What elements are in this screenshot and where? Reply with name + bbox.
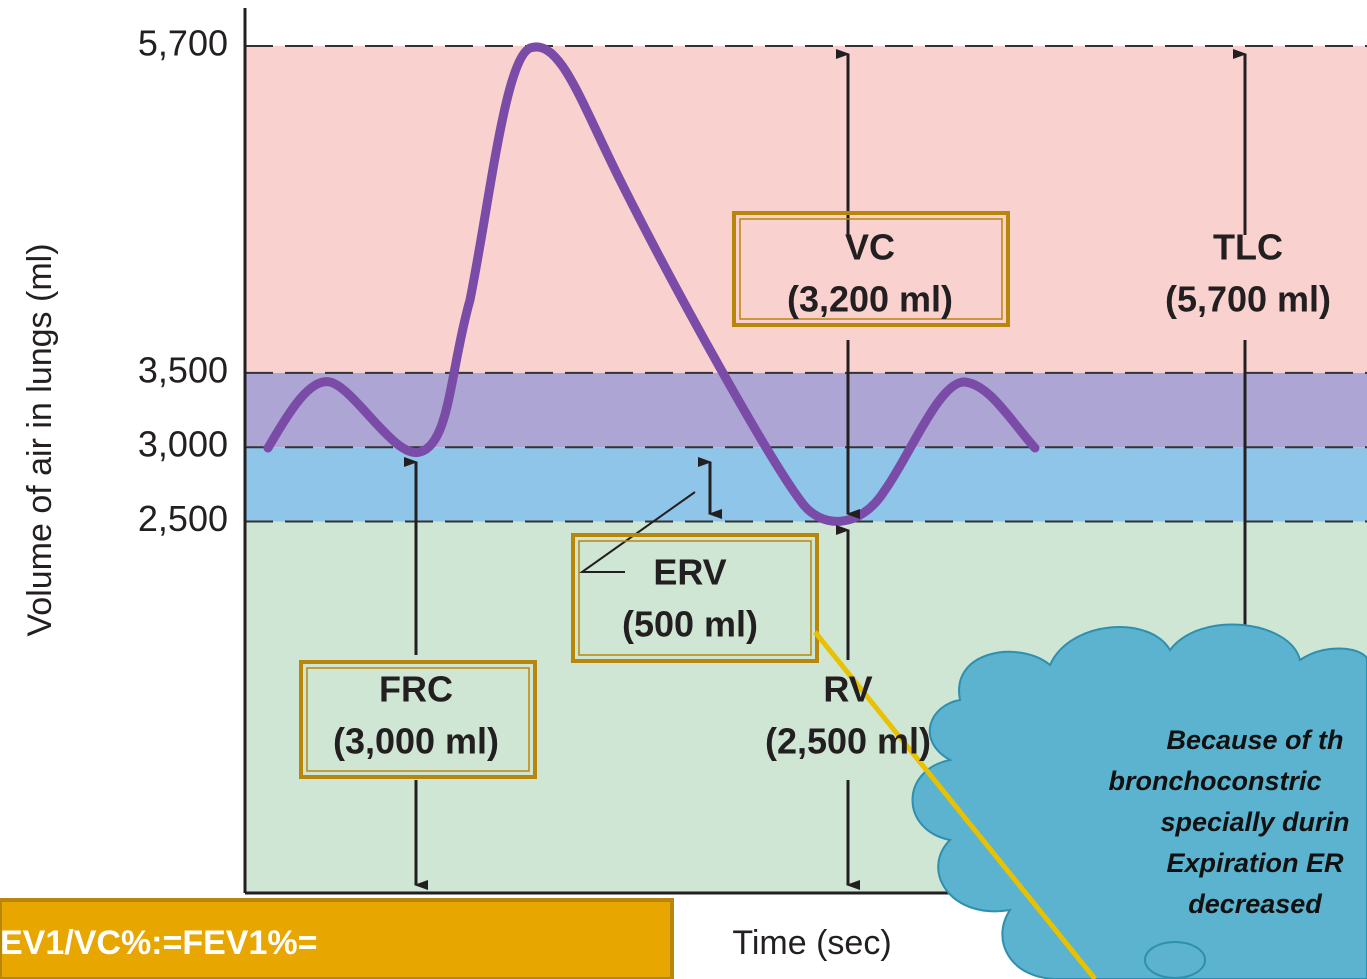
label-amount: (3,000 ml) <box>333 721 499 762</box>
x-axis-label: Time (sec) <box>732 924 891 962</box>
label-amount: (2,500 ml) <box>765 721 931 762</box>
callout-line: bronchoconstric <box>1108 766 1321 796</box>
formula-text: EV1/VC%:=FEV1%= <box>0 924 317 962</box>
label-name: FRC <box>379 669 453 710</box>
callout-line: decreased <box>1188 889 1322 919</box>
y-tick-label: 3,000 <box>138 424 228 465</box>
label-name: RV <box>823 669 872 710</box>
label-amount: (500 ml) <box>622 604 758 645</box>
diagram: 5,700 3,500 3,000 2,500 EV1/VC%:=FEV1%= Tim… <box>0 0 1367 979</box>
label-name: TLC <box>1213 227 1283 268</box>
label-amount: (3,200 ml) <box>787 279 953 320</box>
y-tick-label: 5,700 <box>138 23 228 64</box>
cloud-bubble <box>1145 942 1205 978</box>
y-axis-label: Volume of air in lungs (ml) <box>21 243 59 636</box>
callout-cloud <box>913 625 1367 979</box>
volume-band <box>245 373 1367 447</box>
callout-line: specially durin <box>1160 807 1349 837</box>
label-amount: (5,700 ml) <box>1165 279 1331 320</box>
y-tick-label: 2,500 <box>138 498 228 539</box>
callout-line: Expiration ER <box>1166 848 1344 878</box>
y-tick-label: 3,500 <box>138 349 228 390</box>
label-name: VC <box>845 227 895 268</box>
label-name: ERV <box>653 552 726 593</box>
callout-line: Because of th <box>1166 725 1343 755</box>
